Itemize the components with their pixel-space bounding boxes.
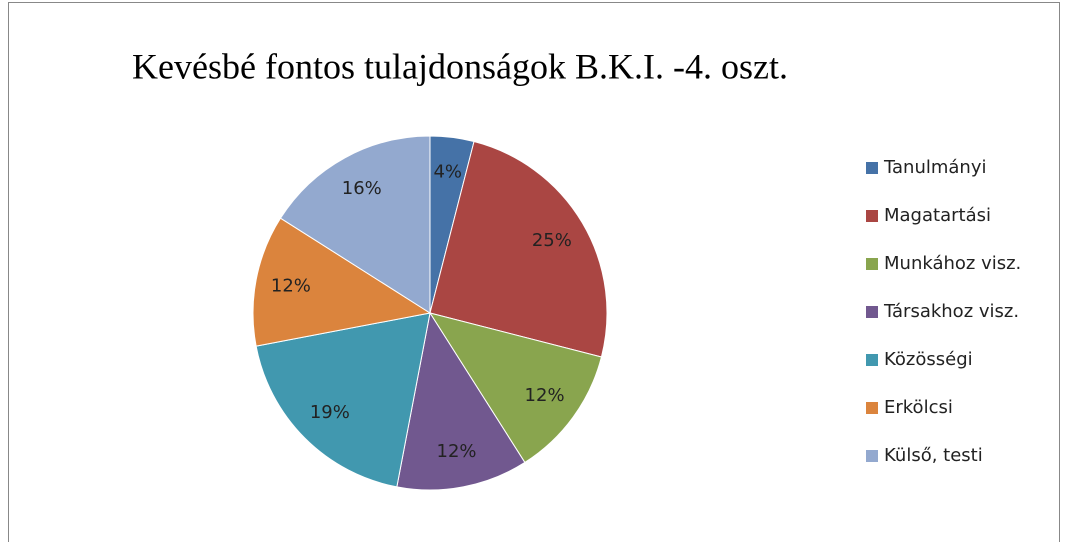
legend-label: Munkához visz. (884, 253, 1021, 274)
data-label: 4% (433, 162, 462, 183)
pie-slice (428, 312, 603, 464)
pie-slice (252, 217, 432, 347)
pie-slice (396, 311, 526, 491)
chart-title: Kevésbé fontos tulajdonságok B.K.I. -4. … (132, 46, 788, 86)
pie-slice (255, 312, 431, 488)
legend-swatch (866, 162, 878, 174)
legend-label: Közösségi (884, 349, 973, 370)
data-label: 19% (310, 402, 350, 423)
data-label: 12% (437, 441, 477, 462)
legend-swatch (866, 306, 878, 318)
data-label: 12% (271, 275, 311, 296)
data-label: 12% (525, 385, 565, 406)
legend-label: Magatartási (884, 205, 991, 226)
data-label: 16% (342, 178, 382, 199)
legend-label: Tanulmányi (883, 157, 987, 178)
data-label: 25% (532, 230, 572, 251)
legend-swatch (866, 258, 878, 270)
legend-swatch (866, 210, 878, 222)
pie-slice (279, 135, 431, 314)
legend-label: Külső, testi (884, 445, 983, 466)
legend-swatch (866, 402, 878, 414)
legend-label: Társakhoz visz. (883, 301, 1019, 322)
legend-swatch (866, 450, 878, 462)
pie-slice (429, 140, 608, 358)
legend-label: Erkölcsi (884, 397, 953, 418)
legend-swatch (866, 354, 878, 366)
